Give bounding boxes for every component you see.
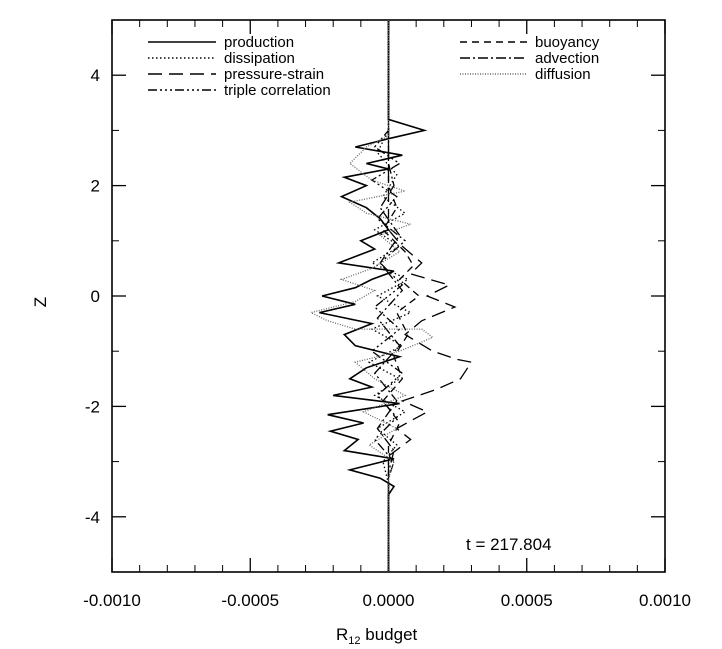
annotation-time: t = 217.804 [466,535,552,554]
legend-label-advection: advection [535,50,599,67]
y-tick-label: -2 [85,397,100,416]
x-tick-label: 0.0005 [501,591,553,610]
legend-label-production: production [224,34,294,51]
axis-tick-labels: -0.0010 -0.0005 0.0000 0.0005 0.0010 -4 -2 0 2 4 [83,66,691,610]
y-tick-label: 0 [91,287,100,306]
series-line-production [319,20,428,572]
legend: productiondissipationpressure-straintrip… [148,34,600,99]
legend-label-diffusion: diffusion [535,66,591,83]
legend-label-triple-correlation: triple correlation [224,82,331,99]
x-tick-label: -0.0005 [221,591,279,610]
axis-ticks [111,19,666,573]
y-tick-label: 2 [91,177,100,196]
legend-label-buoyancy: buoyancy [535,34,600,51]
x-axis-label-main: R [336,625,348,644]
legend-label-pressure-strain: pressure-strain [224,66,324,83]
x-tick-label: -0.0010 [83,591,141,610]
x-axis-label-subscript: 12 [348,635,360,647]
x-axis-label: R12 budget [336,625,418,647]
series-line-triple-correlation [370,20,407,572]
y-tick-label: -4 [85,508,100,527]
series-line-dissipation [367,20,413,572]
legend-label-dissipation: dissipation [224,50,295,67]
series-line-advection [373,20,404,572]
series-line-diffusion [309,20,434,572]
x-axis-label-suffix: budget [361,625,418,644]
y-tick-label: 4 [91,66,100,85]
series-layer [309,20,473,572]
x-tick-label: 0.0000 [363,591,415,610]
y-axis-label: Z [31,297,50,307]
series-line-pressure-strain [387,20,473,572]
x-tick-label: 0.0010 [639,591,691,610]
